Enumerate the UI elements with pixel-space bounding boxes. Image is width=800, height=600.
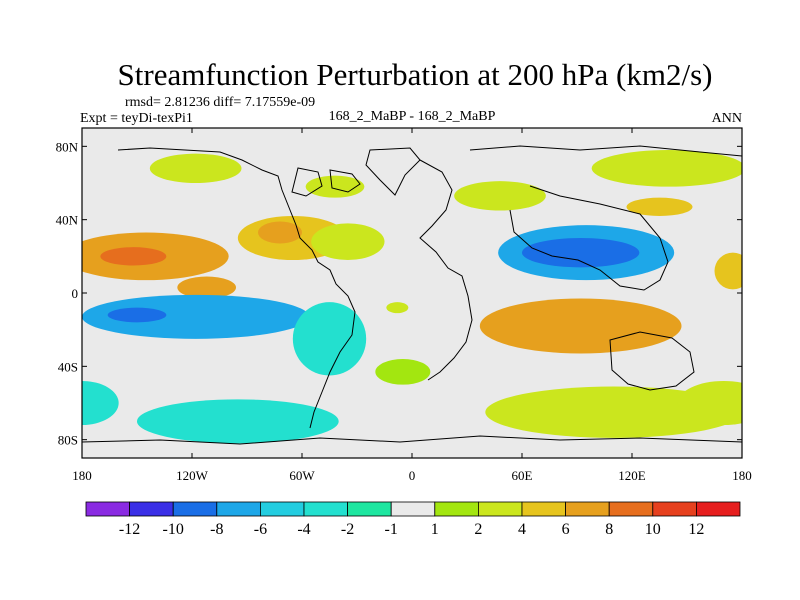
colorbar-swatch [259, 501, 305, 517]
colorbar-label: -12 [119, 521, 140, 538]
x-tick-label: 0 [409, 468, 416, 483]
colorbar-swatch [434, 501, 479, 517]
field-s-america-negative [292, 302, 367, 376]
x-tick-label: 60E [512, 468, 533, 483]
case-label: 168_2_MaBP - 168_2_MaBP [329, 109, 496, 124]
colorbar-label: 10 [645, 521, 661, 538]
colorbar-swatch [216, 501, 261, 517]
x-tick-label: 120W [176, 468, 209, 483]
chart-title: Streamfunction Perturbation at 200 hPa (… [118, 57, 713, 92]
field-n-canada-positive [149, 153, 242, 183]
colorbar-swatch [696, 501, 741, 517]
field-s-ocean-negative-se [82, 381, 119, 425]
colorbar-label: 2 [474, 521, 482, 538]
field-sh-pacific-negative [82, 294, 310, 339]
colorbar-label: 8 [605, 521, 613, 538]
colorbar-swatch [129, 501, 174, 517]
contour-fields [82, 150, 742, 444]
y-axis-ticks: 80N 40N 0 40S 80S [56, 139, 742, 448]
field-e-pacific-high [177, 276, 237, 299]
field-sh-indian-positive-core [527, 311, 645, 341]
colorbar-label: -6 [254, 521, 267, 538]
field-c-africa-positive [386, 302, 409, 314]
colorbar-swatch [652, 501, 697, 517]
colorbar-swatch [172, 501, 218, 517]
field-n-europe-positive [454, 181, 546, 211]
field-date-line-negative [714, 252, 742, 290]
stats-text: rmsd= 2.81236 diff= 7.17559e-09 [125, 95, 315, 110]
y-tick-label: 80S [58, 433, 78, 448]
field-s-ocean-negative-west [137, 399, 339, 444]
x-tick-label: 180 [72, 468, 92, 483]
colorbar-swatch [565, 501, 610, 517]
y-tick-label: 40S [58, 359, 78, 374]
experiment-label: Expt = teyDi-texPi1 [80, 111, 193, 126]
field-s-ocean-positive-east [485, 386, 742, 438]
colorbar-swatch [85, 501, 130, 517]
x-tick-label: 180 [732, 468, 752, 483]
y-tick-label: 0 [72, 286, 79, 301]
colorbar-swatch [390, 501, 436, 517]
coastlines [82, 145, 742, 445]
colorbar-label: -2 [341, 521, 354, 538]
colorbar-label: -1 [385, 521, 398, 538]
field-sh-pacific-negative-core [107, 307, 167, 323]
field-arctic-siberia-positive [591, 150, 742, 187]
field-s-ocean-positive-dateline [677, 381, 742, 425]
field-n-pacific-positive [626, 197, 693, 216]
season-label: ANN [712, 111, 742, 126]
field-atlantic-high-core [258, 221, 302, 244]
colorbar-label: 12 [688, 521, 704, 538]
field-s-atlantic-positive [375, 359, 431, 385]
field-asian-negative-core [522, 238, 640, 268]
colorbar: -12 -10 -8 -6 -4 -2 -1 1 2 4 6 8 10 12 [85, 501, 741, 538]
field-e-atlantic-positive [311, 223, 385, 260]
x-tick-label: 60W [289, 468, 315, 483]
colorbar-swatch [477, 501, 523, 517]
colorbar-swatch [303, 501, 348, 517]
map-area: 180 120W 60W 0 60E 120E 180 80N 40N 0 40S 80S [56, 127, 752, 483]
colorbar-swatch [347, 501, 392, 517]
colorbar-label: 6 [562, 521, 570, 538]
colorbar-label: 4 [518, 521, 526, 538]
y-tick-label: 40N [56, 213, 79, 228]
colorbar-swatch [521, 501, 566, 517]
colorbar-label: -8 [210, 521, 223, 538]
field-n-pacific-high-core [100, 247, 167, 266]
x-axis-ticks: 180 120W 60W 0 60E 120E 180 [72, 128, 752, 483]
colorbar-label: -4 [297, 521, 310, 538]
colorbar-swatch [608, 501, 654, 517]
x-tick-label: 120E [618, 468, 646, 483]
colorbar-label: -10 [163, 521, 184, 538]
y-tick-label: 80N [56, 139, 79, 154]
colorbar-label: 1 [431, 521, 439, 538]
